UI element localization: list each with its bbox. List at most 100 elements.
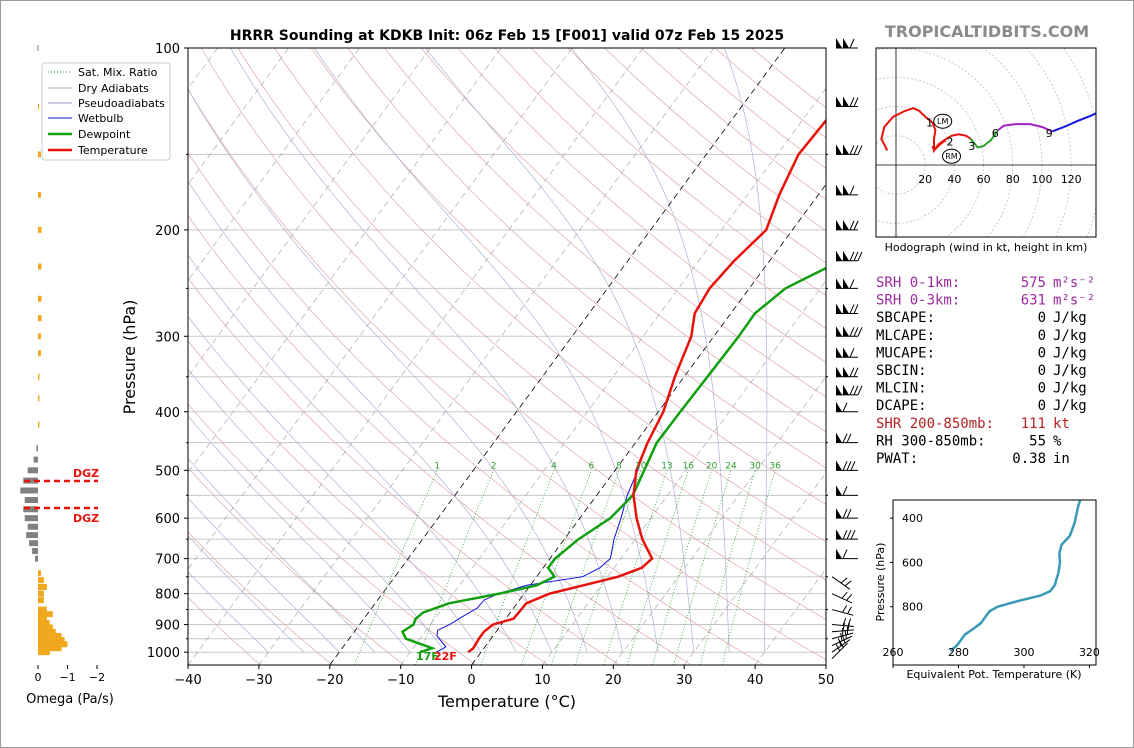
x-tick-label: 50 [818, 673, 835, 688]
omega-bar [32, 547, 38, 554]
omega-bar [38, 584, 47, 591]
wind-barb-feather [857, 145, 863, 155]
omega-bar [38, 637, 65, 644]
wind-barb-feather [842, 486, 848, 496]
mixing-ratio-label: 36 [769, 461, 781, 471]
dry-adiabat-line [347, 48, 826, 469]
mixing-ratio-label: 16 [683, 461, 695, 471]
mixing-ratio-label: 2 [491, 461, 497, 471]
index-unit: in [1053, 451, 1070, 467]
pseudoadiabat-line [425, 48, 695, 653]
mixing-ratio-line [480, 470, 555, 665]
mixing-ratio-line [550, 470, 620, 665]
hodograph-tick-label: 80 [1006, 173, 1020, 186]
dry-adiabat-line [567, 48, 826, 264]
dry-adiabat-line [188, 340, 549, 665]
wind-barb-flag [836, 432, 842, 443]
pseudoadiabat-line [571, 48, 730, 653]
wind-barb-feather [857, 327, 863, 337]
index-value: 55 [1029, 433, 1046, 449]
hodograph-tick-label: 60 [977, 173, 991, 186]
dry-adiabat-line [188, 597, 261, 665]
omega-bar [38, 191, 41, 198]
theta-e-plot: 260 280 300 320 400 600 800 Equivalent Pot. Te… [874, 499, 1100, 681]
mixing-ratio-line [652, 470, 712, 665]
wind-barb-feather [853, 145, 859, 155]
y-tick-label: 1000 [147, 646, 180, 661]
x-tick-label: −40 [174, 673, 201, 688]
wind-barb-feather [844, 630, 847, 639]
mixing-ratio-label: 24 [725, 461, 737, 471]
index-label: PWAT: [876, 451, 918, 467]
wind-barbs [831, 38, 863, 660]
mixing-ratio-line [521, 470, 592, 665]
omega-bar [38, 649, 50, 656]
mixing-ratio-label: 1 [434, 461, 440, 471]
index-label: SBCAPE: [876, 310, 935, 326]
y-tick-label: 700 [155, 553, 180, 568]
wind-barb-flag [843, 326, 849, 337]
legend-item-dewpoint: Dewpoint [78, 128, 131, 141]
wind-barb [836, 366, 859, 378]
index-unit: kt [1053, 416, 1070, 432]
pseudoadiabat-line [188, 315, 482, 653]
omega-bar [27, 523, 38, 530]
wind-barb-flag [836, 460, 842, 471]
y-tick-label: 600 [155, 512, 180, 527]
omega-bar [38, 350, 41, 357]
wind-barb [831, 640, 848, 660]
y-tick-label: 900 [155, 619, 180, 634]
dgz-label-bottom: DGZ [73, 512, 99, 525]
brand-watermark: TROPICALTIDBITS.COM [885, 22, 1089, 41]
wind-barb-feather [846, 461, 852, 471]
wind-barb-feather [846, 433, 852, 443]
dry-adiabat-line [188, 214, 692, 665]
index-value: 0 [1038, 328, 1046, 344]
dry-adiabat-line [274, 48, 826, 543]
index-unit: m²s⁻² [1053, 293, 1095, 309]
dry-adiabat-line [188, 531, 333, 665]
y-tick-label: 500 [155, 464, 180, 479]
wind-barb-feather [838, 640, 844, 648]
omega-bar [23, 506, 38, 513]
hodograph-caption: Hodograph (wind in kt, height in km) [885, 241, 1088, 254]
wind-barb [836, 38, 858, 49]
omega-bar [38, 606, 47, 613]
wind-barb-feather [853, 251, 859, 261]
hodograph-height-label: 3 [968, 140, 975, 153]
index-label: DCAPE: [876, 398, 927, 414]
wind-barb [836, 96, 859, 108]
legend-item-dry: Dry Adiabats [78, 82, 149, 95]
index-unit: J/kg [1053, 328, 1087, 344]
index-row: MUCAPE: 0 J/kg [876, 345, 1087, 361]
legend-item-pseudo: Pseudoadiabats [78, 97, 165, 110]
hodograph-tick-label: 20 [918, 173, 932, 186]
chart-title: HRRR Sounding at KDKB Init: 06z Feb 15 [… [230, 28, 784, 44]
wind-barb-staff [831, 642, 848, 660]
index-unit: J/kg [1053, 381, 1087, 397]
wind-barb-flag [836, 508, 842, 519]
storm-motion-label: RM [945, 152, 958, 161]
wind-barb-flag [843, 184, 849, 195]
wind-barb-feather [849, 38, 855, 49]
mixing-ratio-line [673, 470, 732, 665]
omega-bar [38, 315, 42, 322]
hodograph-tick-label: 120 [1061, 173, 1082, 186]
wind-barb-flag [843, 144, 849, 155]
isotherm-line [188, 48, 573, 570]
wind-barb-feather [844, 580, 852, 587]
omega-bar [29, 540, 38, 547]
wind-barb-feather [857, 385, 863, 396]
index-unit: J/kg [1053, 363, 1087, 379]
wind-barb-feather [849, 220, 855, 231]
skew-t-frame [187, 47, 827, 666]
omega-tick-label: −1 [59, 671, 75, 684]
mixing-ratio-label: 4 [551, 461, 557, 471]
wind-barb-feather [842, 605, 848, 613]
pseudoadiabat-line [188, 88, 588, 653]
dry-adiabat-line [188, 467, 405, 665]
wind-barb-feather [850, 461, 856, 471]
wind-barb-feather [846, 593, 853, 601]
